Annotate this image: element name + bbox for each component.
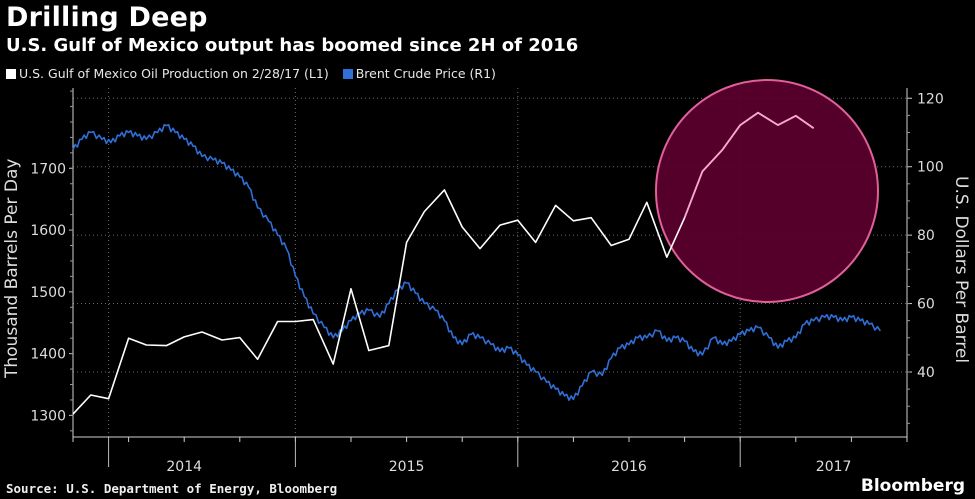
- x-year-label: 2017: [816, 459, 852, 475]
- y-left-tick-label: 1700: [30, 161, 66, 177]
- y-axis-right-label: U.S. Dollars Per Barrel: [951, 175, 971, 364]
- y-left-tick-label: 1400: [30, 347, 66, 363]
- x-year-label: 2014: [166, 459, 202, 475]
- source-note: Source: U.S. Department of Energy, Bloom…: [6, 481, 338, 496]
- y-left-tick-label: 1600: [30, 223, 66, 239]
- legend-item-production: U.S. Gulf of Mexico Oil Production on 2/…: [6, 66, 329, 81]
- legend: U.S. Gulf of Mexico Oil Production on 2/…: [6, 66, 510, 81]
- chart-title: Drilling Deep: [6, 2, 208, 33]
- series-line-brent: [72, 124, 881, 401]
- y-left-tick-label: 1500: [30, 285, 66, 301]
- legend-label-brent: Brent Crude Price (R1): [355, 66, 496, 81]
- chart-subtitle: U.S. Gulf of Mexico output has boomed si…: [6, 35, 579, 56]
- y-right-tick-label: 120: [917, 91, 944, 107]
- y-right-tick-label: 40: [917, 365, 935, 381]
- x-year-label: 2016: [611, 459, 647, 475]
- series-line-production-highlight: [683, 111, 815, 219]
- legend-label-production: U.S. Gulf of Mexico Oil Production on 2/…: [19, 66, 329, 81]
- y-right-tick-label: 80: [917, 228, 935, 244]
- brand-logo: Bloomberg: [860, 476, 965, 496]
- legend-swatch-production: [6, 68, 16, 79]
- y-right-tick-label: 100: [917, 160, 944, 176]
- highlight-circle: [655, 79, 879, 303]
- x-year-label: 2015: [389, 459, 425, 475]
- legend-swatch-brent: [342, 68, 353, 79]
- y-left-tick-label: 1300: [30, 408, 66, 424]
- legend-item-brent: Brent Crude Price (R1): [342, 66, 496, 81]
- y-right-tick-label: 60: [917, 297, 935, 313]
